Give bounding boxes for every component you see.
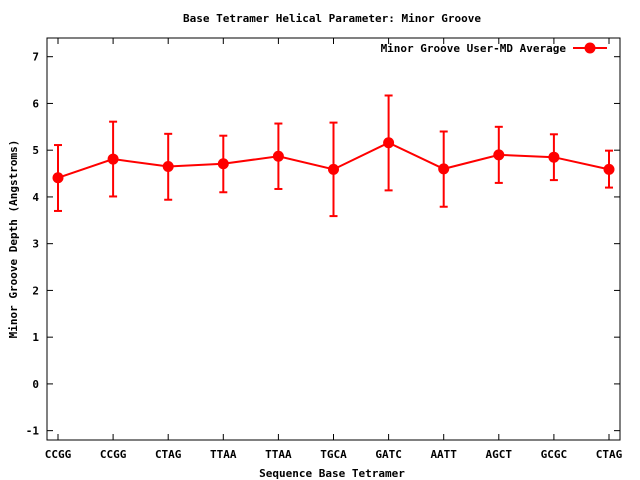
x-axis: CCGG CCGG CTAG TTAA TTAA TGCA GATC AATT AGCT GCGC… bbox=[45, 38, 623, 461]
x-tick-label: CCGG bbox=[100, 448, 127, 461]
x-tick-label: GATC bbox=[375, 448, 402, 461]
data-point bbox=[548, 151, 560, 163]
y-axis: -1 0 1 2 3 4 5 6 7 bbox=[26, 51, 620, 438]
y-axis-label: Minor Groove Depth (Angstroms) bbox=[7, 140, 20, 339]
x-tick-label: GCGC bbox=[541, 448, 568, 461]
x-tick-label: CTAG bbox=[596, 448, 623, 461]
data-point bbox=[603, 163, 615, 175]
y-tick-label: 1 bbox=[32, 331, 39, 344]
legend-marker bbox=[584, 42, 596, 54]
data-point bbox=[162, 161, 174, 173]
x-tick-label: TTAA bbox=[210, 448, 237, 461]
y-tick-label: 0 bbox=[32, 378, 39, 391]
data-point bbox=[52, 172, 64, 184]
y-tick-label: 5 bbox=[32, 144, 39, 157]
x-tick-label: CCGG bbox=[45, 448, 72, 461]
x-tick-label: AATT bbox=[430, 448, 457, 461]
series-layer bbox=[52, 94, 615, 218]
x-tick-label: AGCT bbox=[486, 448, 513, 461]
data-point bbox=[438, 163, 450, 175]
data-point bbox=[217, 158, 229, 170]
x-axis-label: Sequence Base Tetramer bbox=[259, 467, 405, 480]
data-point bbox=[272, 150, 284, 162]
y-tick-label: 7 bbox=[32, 51, 39, 64]
y-tick-label: -1 bbox=[26, 425, 40, 438]
legend: Minor Groove User-MD Average bbox=[381, 42, 607, 55]
y-tick-label: 2 bbox=[32, 284, 39, 297]
x-tick-label: TGCA bbox=[320, 448, 347, 461]
y-tick-label: 6 bbox=[32, 97, 39, 110]
y-tick-label: 4 bbox=[32, 191, 39, 204]
chart-title: Base Tetramer Helical Parameter: Minor G… bbox=[183, 12, 481, 25]
data-point bbox=[383, 137, 395, 149]
x-tick-label: TTAA bbox=[265, 448, 292, 461]
plot-frame bbox=[46, 37, 621, 441]
x-tick-label: CTAG bbox=[155, 448, 182, 461]
data-point bbox=[107, 153, 119, 165]
data-point bbox=[328, 163, 339, 175]
data-point bbox=[493, 149, 505, 161]
legend-label: Minor Groove User-MD Average bbox=[381, 42, 567, 55]
y-tick-label: 3 bbox=[32, 238, 39, 251]
